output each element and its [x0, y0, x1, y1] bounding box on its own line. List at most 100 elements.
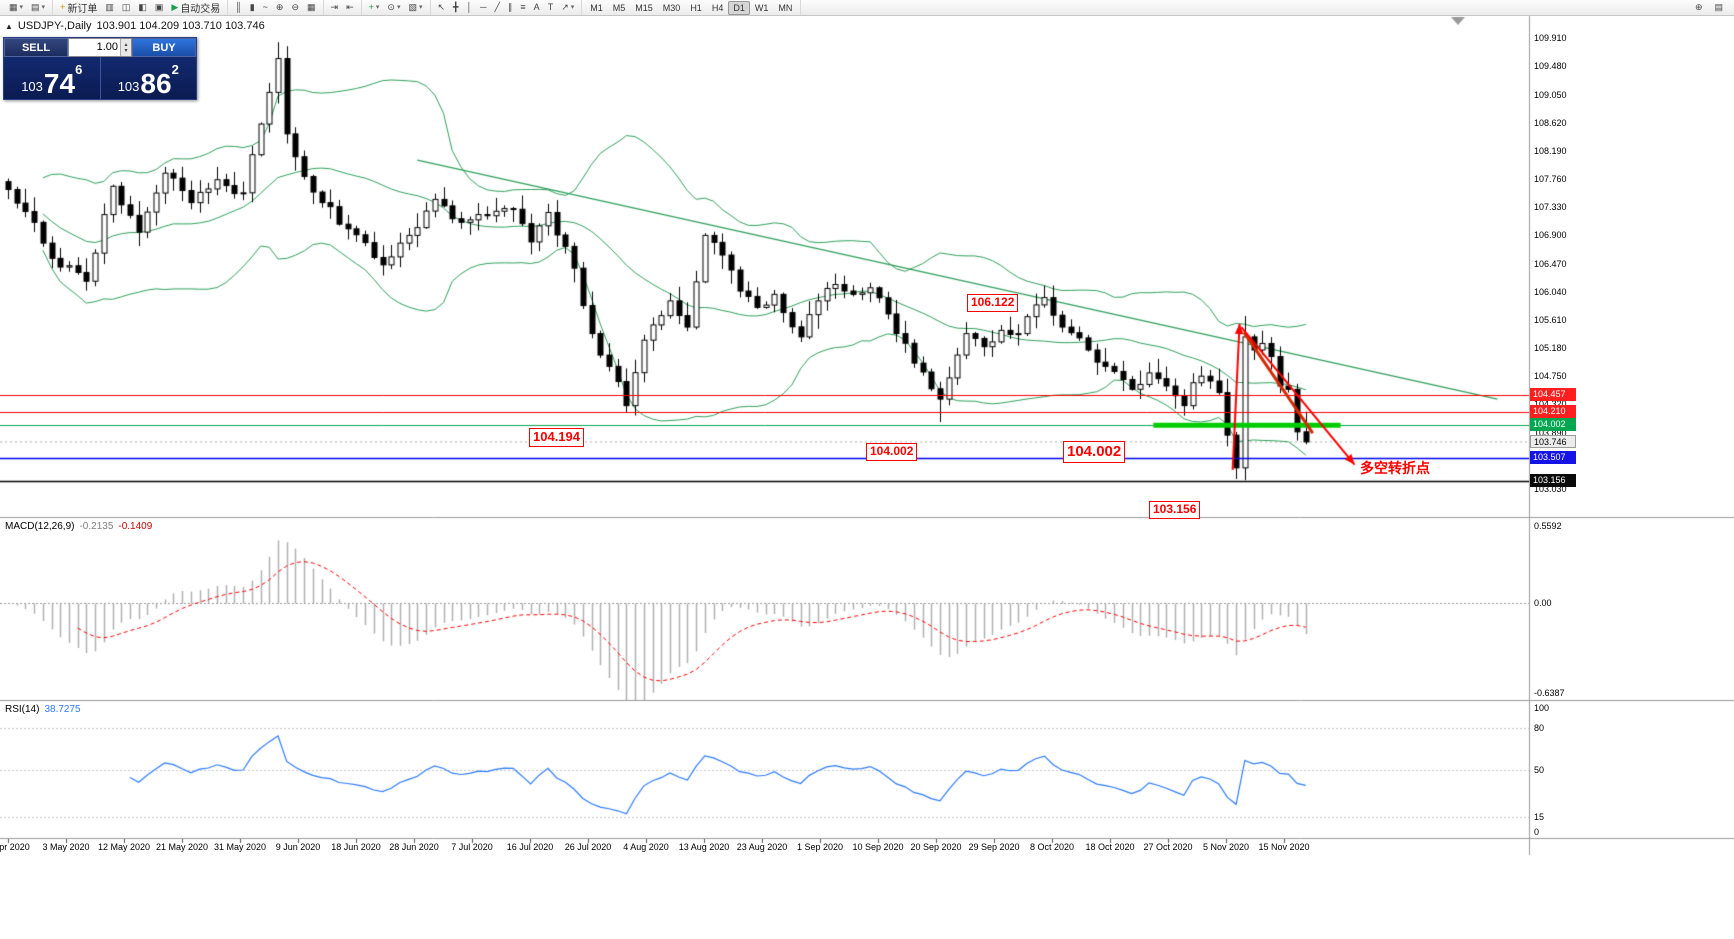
trade-panel-controls: SELL 1.00 ▴ ▾ BUY: [4, 38, 196, 57]
toolbar-group-charts: ▦ ▾ ▤ ▾: [2, 0, 54, 15]
zoom-in-button-icon: ⊕: [275, 2, 284, 12]
line-chart-button-icon: ~: [262, 2, 268, 12]
quick-menu-button-icon: ▤: [1714, 2, 1723, 12]
navigator-button-icon: ◧: [138, 2, 147, 12]
periods-button[interactable]: ⊙ ▾: [383, 1, 404, 15]
market-watch-button[interactable]: ▥: [101, 1, 118, 15]
search-button[interactable]: ⊕: [1691, 1, 1707, 15]
macd-main-value: -0.2135: [79, 521, 114, 532]
line-chart-button[interactable]: ~: [259, 1, 272, 15]
caret-down-icon: ▾: [375, 4, 380, 11]
sell-price-button[interactable]: 103 74 6: [4, 57, 100, 99]
toolbar-group-drawing: ↖ ╋ │ ─ ╱ ∥ ≡ A T ↗ ▾: [431, 0, 583, 15]
sell-button[interactable]: SELL: [4, 38, 68, 57]
periods-button-icon: ⊙: [387, 2, 395, 12]
buy-button[interactable]: BUY: [132, 38, 196, 57]
horizontal-line-button[interactable]: ─: [476, 1, 490, 15]
chart-shift-button-icon: ⇤: [346, 2, 354, 12]
tile-windows-button[interactable]: ▦: [303, 1, 320, 15]
volume-value[interactable]: 1.00: [96, 41, 118, 53]
auto-scroll-button-icon: ⇥: [330, 2, 339, 12]
timeframe-m1-button[interactable]: M1: [590, 2, 603, 13]
symbol-title: USDJPY-,Daily: [17, 20, 92, 32]
bar-chart-button[interactable]: ║: [231, 1, 245, 15]
annotation-103.156[interactable]: 103.156: [1149, 501, 1201, 519]
new-chart-button-icon: ▦: [9, 2, 18, 12]
timeframe-d1-button[interactable]: D1: [728, 0, 750, 15]
sell-price-main: 74: [43, 68, 76, 100]
timeframe-mn-button[interactable]: MN: [778, 2, 793, 13]
auto-trading-button-label: 自动交易: [180, 4, 221, 15]
rsi-name: RSI(14): [5, 704, 40, 715]
macd-indicator-label: MACD(12,26,9) -0.2135 -0.1409: [5, 521, 152, 532]
symbol-ohlc: 103.901 104.209 103.710 103.746: [96, 20, 265, 32]
arrows-button[interactable]: ↗ ▾: [557, 1, 578, 15]
terminal-button[interactable]: ▣: [151, 1, 168, 15]
chart-shift-button[interactable]: ⇤: [342, 1, 358, 15]
fibonacci-button[interactable]: ≡: [516, 1, 529, 15]
equidistant-channel-button[interactable]: ∥: [504, 1, 517, 15]
new-order-button-icon: +: [60, 2, 66, 12]
timeframe-group: M1 M5 M15 M30 H1 H4 D1 W1 MN: [582, 0, 802, 15]
zoom-out-button[interactable]: ⊖: [287, 1, 303, 15]
market-watch-button-icon: ▥: [105, 2, 114, 12]
data-window-button[interactable]: ◫: [118, 1, 135, 15]
annotation-多空转折点[interactable]: 多空转折点: [1360, 460, 1430, 476]
crosshair-button-icon: ╋: [453, 2, 459, 12]
templates-button[interactable]: ▧ ▾: [404, 1, 426, 15]
chart-profiles-button[interactable]: ▤ ▾: [27, 1, 49, 15]
navigator-button[interactable]: ◧: [134, 1, 151, 15]
sell-price-sup: 6: [75, 62, 83, 77]
new-order-button[interactable]: + 新订单: [56, 1, 101, 16]
trendline-button[interactable]: ╱: [490, 1, 503, 15]
annotation-106.122[interactable]: 106.122: [967, 294, 1019, 312]
timeframe-w1-button[interactable]: W1: [754, 2, 769, 13]
timeframe-m15-button[interactable]: M15: [635, 2, 653, 13]
timeframe-m5-button[interactable]: M5: [612, 2, 626, 13]
annotation-104.194[interactable]: 104.194: [529, 428, 584, 447]
main-toolbar: ▦ ▾ ▤ ▾ + 新订单 ▥ ◫ ◧ ▣ ▶ 自动交易 ║ ▮ ~ ⊕ ⊖ ▦ ⇥ ⇤ + ▾ ⊙ ▾ ▧ ▾ ↖ ╋ │ ─ ╱ ∥ ≡ A T…: [0, 0, 1734, 16]
annotation-104.002[interactable]: 104.002: [1063, 441, 1126, 463]
zoom-in-button[interactable]: ⊕: [272, 1, 288, 15]
caret-down-icon: ▾: [19, 4, 24, 11]
horizontal-line-button-icon: ─: [480, 2, 487, 12]
macd-name: MACD(12,26,9): [5, 521, 75, 532]
auto-trading-button[interactable]: ▶ 自动交易: [167, 1, 224, 16]
trendline-button-icon: ╱: [494, 2, 500, 12]
search-button-icon: ⊕: [1694, 2, 1703, 12]
candlestick-chart-button-icon: ▮: [249, 2, 255, 12]
buy-price-main: 86: [140, 68, 172, 100]
volume-up-icon[interactable]: ▴: [124, 41, 128, 48]
auto-scroll-button[interactable]: ⇥: [327, 1, 343, 15]
indicators-button[interactable]: + ▾: [365, 1, 384, 15]
quick-menu-button[interactable]: ▤: [1710, 1, 1727, 15]
buy-price-button[interactable]: 103 86 2: [101, 57, 197, 99]
new-chart-button[interactable]: ▦ ▾: [5, 1, 27, 15]
one-click-trading-panel: SELL 1.00 ▴ ▾ BUY 103 74 6 103 86 2: [3, 37, 197, 100]
annotation-104.002[interactable]: 104.002: [866, 443, 918, 461]
cursor-button[interactable]: ↖: [434, 1, 450, 15]
zoom-out-button-icon: ⊖: [291, 2, 300, 12]
caret-down-icon: ▾: [570, 4, 575, 11]
arrows-button-icon: ↗: [561, 2, 569, 12]
indicators-button-icon: +: [368, 2, 374, 12]
vertical-line-button[interactable]: │: [462, 1, 476, 15]
timeframe-h4-button[interactable]: H4: [711, 2, 724, 13]
one-click-collapse-icon[interactable]: ▲: [5, 21, 13, 31]
tile-windows-button-icon: ▦: [307, 2, 316, 12]
templates-button-icon: ▧: [408, 2, 417, 12]
volume-spinner: ▴ ▾: [120, 39, 131, 56]
sell-price-prefix: 103: [21, 78, 43, 94]
volume-field[interactable]: 1.00 ▴ ▾: [68, 38, 132, 57]
candlestick-chart-button[interactable]: ▮: [246, 1, 259, 15]
volume-down-icon[interactable]: ▾: [124, 47, 128, 54]
vertical-line-button-icon: │: [466, 2, 473, 12]
timeframe-m30-button[interactable]: M30: [662, 2, 681, 13]
text-label-button[interactable]: T: [544, 1, 558, 15]
timeframe-h1-button[interactable]: H1: [690, 2, 702, 13]
bar-chart-button-icon: ║: [235, 2, 242, 12]
toolbar-group-trade: + 新订单 ▥ ◫ ◧ ▣ ▶ 自动交易: [53, 0, 229, 16]
text-button[interactable]: A: [530, 1, 544, 15]
crosshair-button[interactable]: ╋: [449, 1, 462, 15]
